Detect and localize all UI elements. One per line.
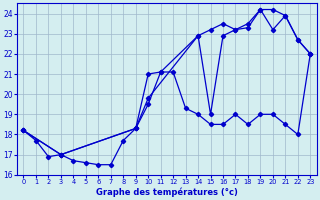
X-axis label: Graphe des températures (°c): Graphe des températures (°c) xyxy=(96,187,238,197)
